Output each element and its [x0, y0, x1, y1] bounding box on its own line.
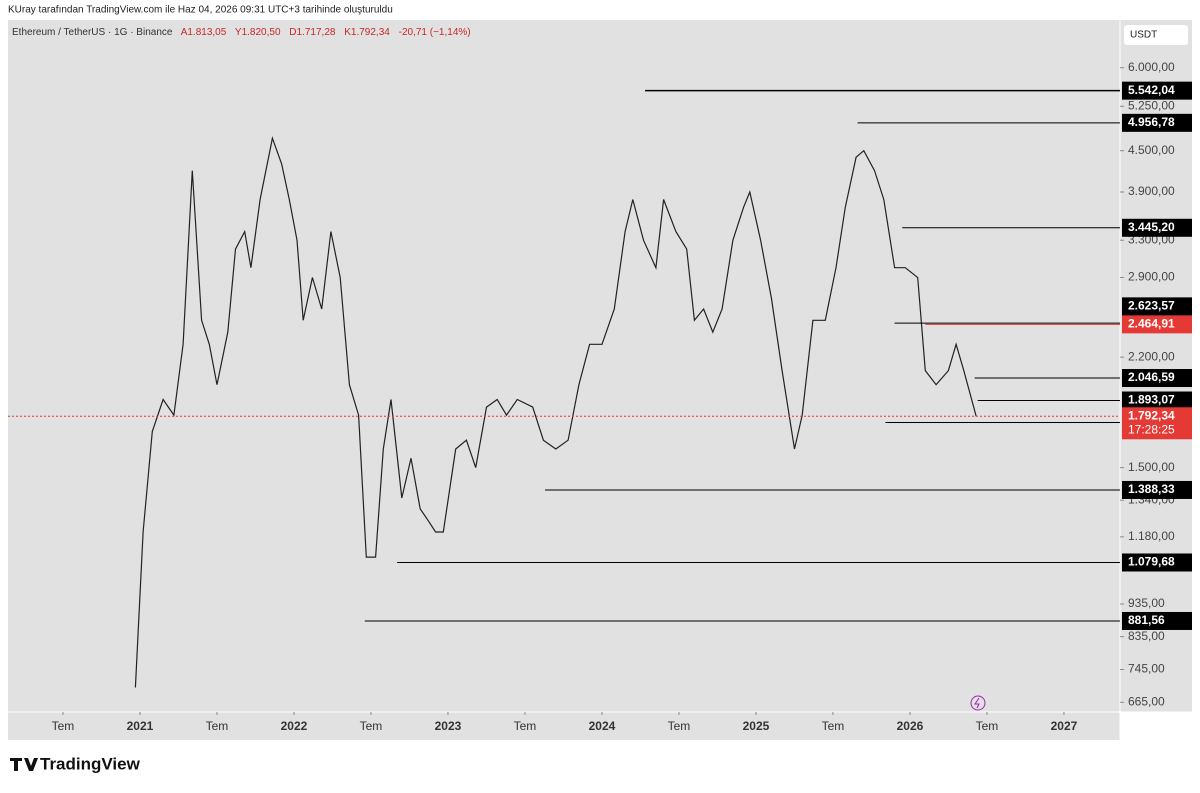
- level-box: [1122, 369, 1192, 388]
- level-label: 2.046,59: [1128, 370, 1175, 384]
- level-box: [1122, 315, 1192, 334]
- legend-line: Ethereum / TetherUS · 1G · Binance A1.81…: [12, 27, 471, 38]
- currency[interactable]: USDT: [1130, 30, 1157, 41]
- symbol: Ethereum / TetherUS · 1G · Binance: [12, 27, 173, 38]
- x-tick-label: 2022: [281, 719, 308, 733]
- y-tick-label: 1.180,00: [1128, 529, 1175, 543]
- level-box: [1122, 391, 1192, 410]
- brand-logo: [10, 758, 38, 771]
- level-label: 2.623,57: [1128, 299, 1175, 313]
- high: Y1.820,50: [235, 27, 281, 38]
- x-tick-label: 2024: [589, 719, 616, 733]
- x-tick-label: Tem: [514, 719, 537, 733]
- x-tick-label: Tem: [206, 719, 229, 733]
- x-axis-bg: [8, 712, 1120, 740]
- event-icon-bolt: [974, 697, 980, 709]
- currency-box[interactable]: [1124, 25, 1188, 45]
- level-label: 881,56: [1128, 613, 1165, 627]
- x-tick-label: 2027: [1051, 719, 1078, 733]
- x-tick-label: 2025: [743, 719, 770, 733]
- level-label: 4.956,78: [1128, 115, 1175, 129]
- close: K1.792,34: [344, 27, 390, 38]
- y-tick-label: 835,00: [1128, 629, 1165, 643]
- level-box: [1122, 611, 1192, 630]
- countdown: 17:28:25: [1128, 422, 1175, 436]
- y-tick-label: 935,00: [1128, 596, 1165, 610]
- level-label: 3.445,20: [1128, 220, 1175, 234]
- level-box: [1122, 81, 1192, 100]
- plot-bg: [8, 20, 1120, 712]
- x-tick-label: Tem: [822, 719, 845, 733]
- level-box: [1122, 553, 1192, 572]
- price-line: [134, 135, 977, 688]
- level-label: 5.542,04: [1128, 83, 1175, 97]
- y-tick-label: 3.900,00: [1128, 184, 1175, 198]
- y-tick-label: 1.500,00: [1128, 460, 1175, 474]
- event-icon[interactable]: [970, 695, 986, 711]
- x-tick-label: Tem: [976, 719, 999, 733]
- y-tick-label: 745,00: [1128, 662, 1165, 676]
- x-tick-label: Tem: [668, 719, 691, 733]
- x-tick-label: 2023: [435, 719, 462, 733]
- x-tick-label: 2021: [127, 719, 154, 733]
- current-price-label: 1.792,34: [1128, 408, 1175, 422]
- open: A1.813,05: [181, 27, 227, 38]
- caption: KUray tarafından TradingView.com ile Haz…: [8, 5, 393, 16]
- level-box: [1122, 113, 1192, 132]
- current-price-box: [1122, 407, 1192, 440]
- y-tick-label: 665,00: [1128, 694, 1165, 708]
- level-box: [1122, 218, 1192, 237]
- x-tick-label: 2026: [897, 719, 924, 733]
- y-tick-label: 5.250,00: [1128, 98, 1175, 112]
- level-label: 1.079,68: [1128, 555, 1175, 569]
- y-axis-bg: [1120, 20, 1192, 712]
- level-label: 2.464,91: [1128, 317, 1175, 331]
- y-tick-label: 2.900,00: [1128, 270, 1175, 284]
- y-tick-label: 2.200,00: [1128, 349, 1175, 363]
- y-tick-label: 6.000,00: [1128, 60, 1175, 74]
- low: D1.717,28: [289, 27, 336, 38]
- y-tick-label: 4.500,00: [1128, 143, 1175, 157]
- x-tick-label: Tem: [52, 719, 75, 733]
- level-box: [1122, 297, 1192, 316]
- brand: TradingView: [40, 754, 141, 773]
- level-box: [1122, 480, 1192, 499]
- change: -20,71 (−1,14%): [399, 27, 471, 38]
- level-label: 1.388,33: [1128, 482, 1175, 496]
- x-tick-label: Tem: [360, 719, 383, 733]
- level-label: 1.893,07: [1128, 393, 1175, 407]
